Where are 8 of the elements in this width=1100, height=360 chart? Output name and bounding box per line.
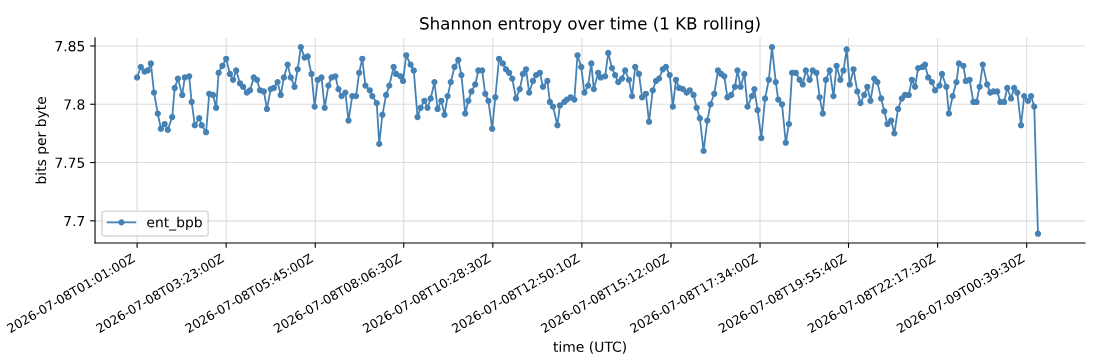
x-axis-title: time (UTC) <box>553 341 626 354</box>
chart-title: Shannon entropy over time (1 KB rolling) <box>420 16 760 33</box>
legend-label: ent_bpb <box>147 216 202 231</box>
y-tick-label: 7.85 <box>55 40 85 52</box>
y-tick-label: 7.7 <box>64 216 85 227</box>
y-axis-title: bits per byte <box>35 97 49 184</box>
y-tick-label: 7.75 <box>55 157 85 169</box>
y-tick-label: 7.8 <box>64 99 85 110</box>
